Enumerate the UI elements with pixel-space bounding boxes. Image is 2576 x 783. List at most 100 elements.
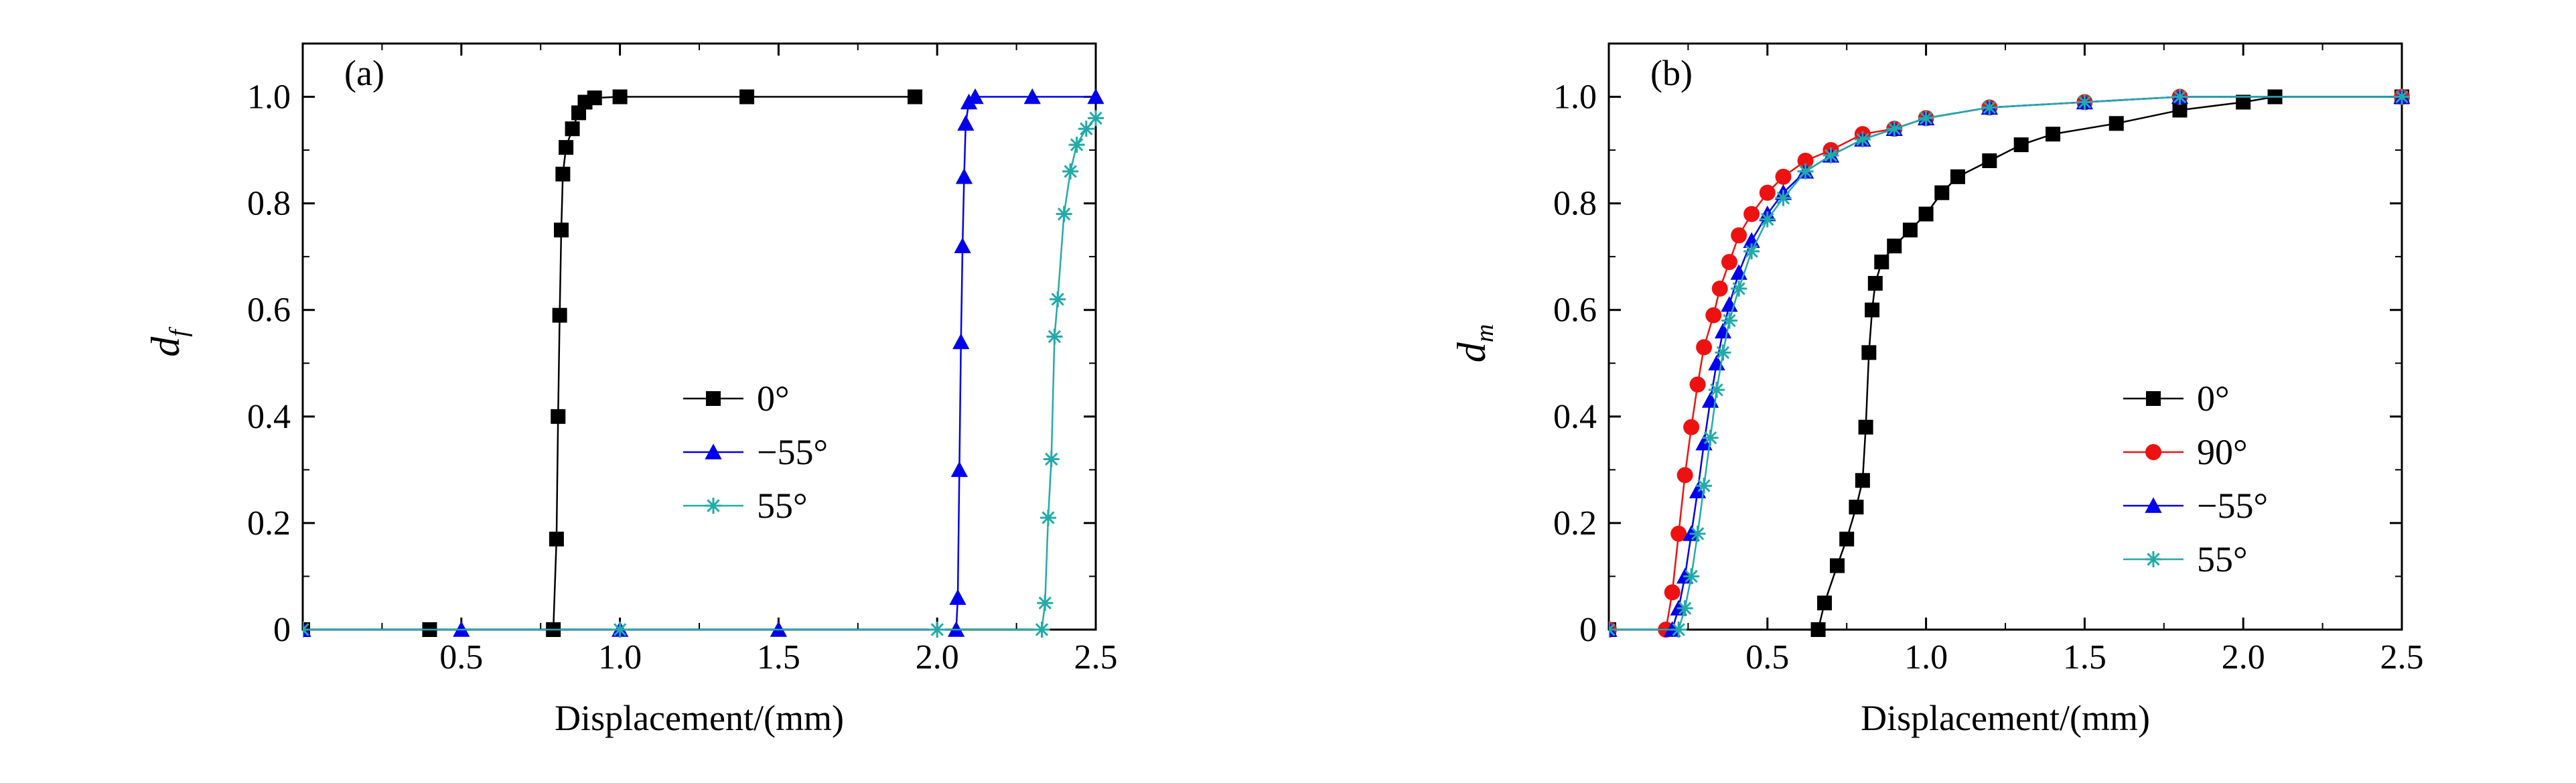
data-point — [1078, 121, 1094, 137]
panel-label: (b) — [1650, 53, 1693, 93]
data-point — [1037, 595, 1054, 612]
x-axis-title: Displacement/(mm) — [555, 698, 844, 738]
data-point — [553, 222, 569, 238]
x-axis-title: Displacement/(mm) — [1861, 698, 2150, 738]
x-tick-label: 2.0 — [2222, 638, 2265, 677]
data-point — [1695, 434, 1713, 451]
data-point — [1743, 206, 1760, 222]
data-point — [1887, 238, 1902, 254]
data-point — [1087, 88, 1104, 104]
data-point — [1902, 222, 1918, 238]
data-point — [1689, 376, 1706, 393]
data-point — [1676, 467, 1693, 484]
data-point — [1033, 622, 1050, 638]
data-point — [2171, 88, 2188, 105]
data-point — [1696, 339, 1713, 356]
data-point — [1683, 419, 1700, 435]
series-group — [303, 88, 1104, 638]
legend-marker — [2145, 497, 2162, 513]
data-point — [2108, 116, 2124, 131]
data-point — [1731, 227, 1747, 244]
legend: 0° 90° −55° 55° — [2123, 378, 2268, 579]
data-point — [967, 88, 984, 104]
y-tick-label: 0.2 — [247, 504, 291, 543]
legend: 0° −55° 55° — [683, 378, 828, 526]
legend-label: 55° — [757, 486, 808, 526]
series-line — [1609, 96, 2402, 631]
x-tick-label: 1.5 — [2063, 638, 2106, 677]
data-point — [555, 166, 571, 182]
data-point — [1759, 211, 1776, 228]
series-group — [1609, 88, 2410, 638]
y-axis-title-subscript: m — [1471, 324, 1499, 342]
legend-marker — [2145, 551, 2161, 567]
x-tick-label: 0.5 — [1745, 638, 1789, 677]
data-point — [1918, 110, 1934, 127]
data-point — [1711, 280, 1728, 297]
data-point — [1775, 168, 1792, 185]
x-tick-label: 2.5 — [1074, 638, 1118, 677]
data-point — [612, 622, 628, 638]
data-point — [1705, 307, 1722, 324]
y-tick-label: 0 — [1579, 611, 1597, 649]
data-point — [1068, 137, 1085, 153]
data-point — [559, 140, 574, 155]
data-point — [1056, 206, 1072, 222]
legend-label: 90° — [2197, 432, 2248, 472]
series-3 — [1609, 88, 2410, 638]
data-point — [1050, 291, 1066, 307]
data-point — [1023, 88, 1041, 104]
data-point — [1709, 382, 1725, 399]
data-point — [612, 89, 628, 104]
y-tick-label: 0.6 — [247, 291, 291, 330]
data-point — [551, 409, 566, 424]
data-point — [1062, 163, 1079, 180]
y-tick-label: 0.8 — [247, 185, 291, 223]
data-point — [1040, 509, 1056, 526]
x-tick-label: 1.0 — [1904, 638, 1948, 677]
data-point — [1849, 500, 1864, 515]
data-point — [565, 121, 580, 137]
data-point — [1822, 147, 1839, 164]
data-point — [1775, 190, 1792, 206]
data-point — [1689, 525, 1706, 542]
data-point — [1854, 131, 1871, 148]
series-line — [1609, 96, 2402, 631]
data-point — [552, 307, 567, 323]
panel-label: (a) — [344, 53, 384, 93]
data-point — [1829, 558, 1845, 573]
data-point — [1865, 302, 1880, 317]
data-point — [1797, 163, 1814, 180]
y-tick-label: 0.4 — [1553, 398, 1597, 436]
data-point — [1867, 275, 1883, 291]
y-axis-title-subscript: f — [165, 327, 193, 337]
data-point — [1721, 254, 1737, 271]
y-tick-label: 0.8 — [1553, 185, 1597, 223]
data-point — [1046, 328, 1063, 345]
data-point — [2172, 102, 2188, 118]
legend-marker — [705, 498, 721, 514]
legend-label: 0° — [2197, 378, 2230, 419]
data-point — [1731, 280, 1747, 297]
data-point — [929, 622, 946, 638]
data-point — [1855, 473, 1870, 488]
data-point — [1043, 451, 1060, 468]
data-point — [739, 89, 755, 104]
series-1 — [1609, 88, 2410, 638]
y-axis-title-symbol: d — [143, 336, 188, 357]
series-0 — [303, 89, 923, 637]
data-point — [1609, 622, 1617, 638]
series-line — [303, 96, 916, 631]
panel-a: 0.5 1.0 1.5 2.0 2.5 0 0.2 0.4 0.6 0.8 1.0 Displacem… — [143, 42, 1118, 738]
data-point — [1664, 584, 1680, 601]
data-point — [955, 168, 973, 184]
x-tick-label: 2.5 — [2380, 638, 2424, 677]
data-point — [1861, 345, 1877, 360]
data-point — [1858, 419, 1873, 435]
data-point — [1981, 99, 1998, 116]
data-point — [1743, 243, 1760, 260]
legend-label: −55° — [2197, 486, 2268, 526]
series-1 — [303, 88, 1104, 637]
data-point — [908, 89, 923, 104]
data-point — [950, 461, 969, 478]
